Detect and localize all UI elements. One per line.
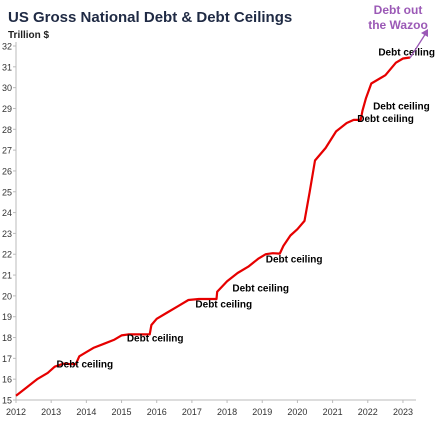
debt-ceiling-annotation: Debt ceiling [373,102,430,113]
x-tick-label: 2013 [41,407,61,417]
debt-ceiling-annotation: Debt ceiling [266,255,323,266]
y-tick-label: 16 [2,375,12,385]
y-tick-label: 20 [2,291,12,301]
debt-ceiling-annotation: Debt ceiling [195,299,252,310]
y-tick-label: 26 [2,166,12,176]
debt-ceiling-annotation: Debt ceiling [127,334,184,345]
y-tick-label: 28 [2,125,12,135]
y-tick-label: 17 [2,354,12,364]
x-tick-label: 2019 [252,407,272,417]
x-tick-label: 2016 [147,407,167,417]
x-tick-label: 2023 [393,407,413,417]
x-tick-label: 2021 [323,407,343,417]
y-tick-label: 29 [2,104,12,114]
y-tick-label: 30 [2,83,12,93]
y-tick-label: 19 [2,312,12,322]
callout-arrow-line [409,32,427,59]
x-tick-label: 2022 [358,407,378,417]
y-tick-label: 23 [2,229,12,239]
y-tick-label: 27 [2,146,12,156]
x-tick-label: 2018 [217,407,237,417]
y-tick-label: 22 [2,250,12,260]
y-tick-label: 32 [2,42,12,52]
debt-ceiling-annotation: Debt ceiling [56,360,113,371]
debt-ceiling-annotation: Debt ceiling [232,284,289,295]
chart-title: US Gross National Debt & Debt Ceilings [8,9,293,26]
x-tick-label: 2012 [6,407,26,417]
y-tick-label: 21 [2,271,12,281]
x-tick-label: 2015 [112,407,132,417]
callout-text: the Wazoo [368,18,428,32]
y-tick-label: 31 [2,62,12,72]
callout-text: Debt out [374,3,423,17]
y-axis-label: Trillion $ [8,30,50,41]
y-tick-label: 18 [2,333,12,343]
debt-ceiling-annotation: Debt ceiling [378,47,435,58]
x-tick-label: 2020 [287,407,307,417]
callout-arrow-head [421,29,428,37]
debt-series-line [15,56,411,397]
y-tick-label: 15 [2,396,12,406]
x-tick-label: 2014 [76,407,96,417]
y-tick-label: 25 [2,187,12,197]
debt-ceiling-annotation: Debt ceiling [357,114,414,125]
y-tick-label: 24 [2,208,12,218]
x-tick-label: 2017 [182,407,202,417]
